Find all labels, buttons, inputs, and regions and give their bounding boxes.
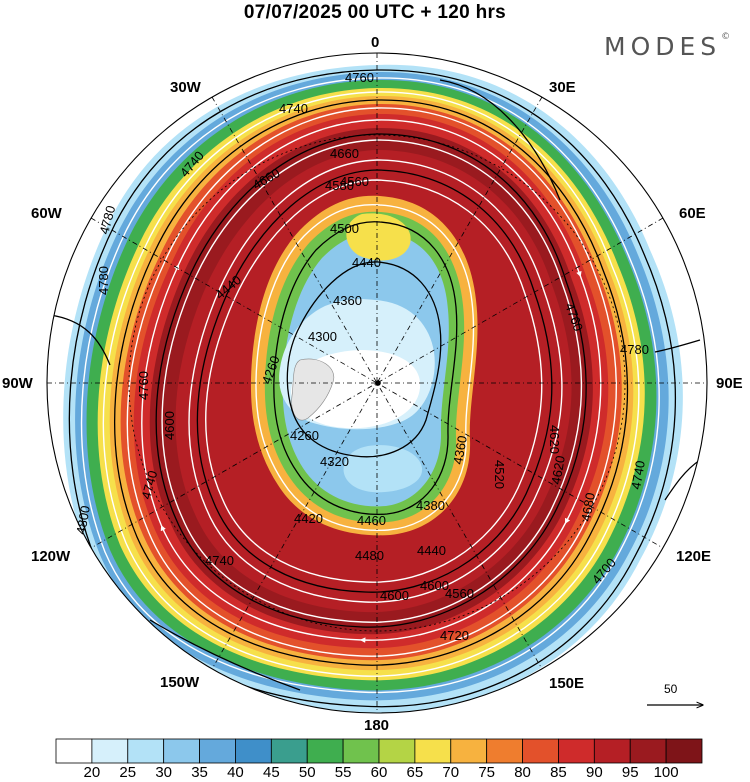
contour-label: 4680 (578, 491, 598, 522)
colorbar-swatch (414, 738, 452, 764)
colorbar-tick-label: 90 (585, 764, 603, 781)
colorbar-tick-label: 75 (478, 764, 495, 781)
contour-label: 4560 (445, 586, 474, 601)
contour-label: 4520 (492, 460, 507, 489)
contour-label: 4360 (333, 293, 362, 308)
colorbar-tick-label: 40 (227, 764, 244, 781)
contour-labels: 4760 4740 4780 4780 4760 4800 4740 4740 … (73, 70, 649, 643)
north-pole-marker (375, 380, 381, 386)
colorbar-swatch (91, 738, 129, 764)
colorbar-swatch (199, 738, 236, 764)
contour-label: 4320 (320, 454, 349, 469)
contour-label: 4600 (380, 588, 409, 603)
colorbar-swatch (558, 738, 595, 764)
colorbar-swatch (235, 738, 272, 764)
colorbar-tick-label: 55 (334, 764, 352, 781)
lon-label-120w: 120W (31, 548, 71, 565)
lon-label-90w: 90W (2, 375, 33, 392)
contour-label: 4560 (340, 174, 369, 189)
colorbar-swatch (306, 738, 344, 764)
contour-label: 4620 (547, 425, 562, 454)
colorbar-tick-label: 45 (262, 764, 280, 781)
colorbar-tick-label: 25 (119, 764, 137, 781)
contour-label: 4780 (96, 204, 118, 236)
latitude-circles (128, 134, 626, 632)
map-border (46, 52, 708, 714)
contour-label: 4620 (548, 454, 568, 485)
colorbar-tick-label: 20 (83, 764, 101, 781)
contour-label: 4740 (205, 553, 234, 568)
colorbar-swatch (378, 738, 416, 764)
brand-logo: MODES© (604, 32, 731, 61)
streamlines (80, 77, 660, 694)
contour-label: 4740 (628, 459, 648, 490)
colorbar-tick-label: 60 (370, 764, 388, 781)
lon-label-90e: 90E (716, 375, 743, 392)
height-contours (49, 69, 701, 708)
contour-label: 4600 (162, 411, 177, 440)
colorbar (55, 738, 703, 764)
colorbar-swatch (127, 738, 165, 764)
colorbar-tick-label: 85 (550, 764, 567, 781)
lon-label-60w: 60W (31, 205, 62, 222)
colorbar-tick-label: 80 (514, 764, 531, 781)
contour-label: 4580 (325, 178, 354, 193)
contour-label: 4380 (416, 498, 445, 513)
colorbar-tick-label: 50 (298, 764, 316, 781)
contour-label: 4760 (136, 371, 151, 400)
colorbar-swatch (486, 738, 523, 764)
colorbar-swatch (629, 738, 667, 764)
colorbar-swatch (593, 738, 631, 764)
scale-vector-label: 50 (664, 682, 678, 696)
map-title: 07/07/2025 00 UTC + 120 hrs (243, 2, 507, 23)
lon-label-60e: 60E (679, 205, 706, 222)
lon-label-150w: 150W (160, 674, 200, 691)
colorbar-tick-label: 95 (621, 764, 639, 781)
lon-label-150e: 150E (549, 675, 585, 692)
contour-label: 4660 (330, 146, 359, 161)
lon-label-0: 0 (371, 34, 380, 51)
colorbar-swatch (450, 738, 488, 764)
colorbar-swatch (55, 738, 93, 764)
colorbar-swatch (163, 738, 200, 764)
contour-label: 4800 (73, 504, 93, 535)
lon-label-120e: 120E (676, 548, 712, 565)
contour-label: 4500 (330, 221, 359, 236)
colorbar-swatch (270, 738, 308, 764)
contour-label: 4780 (96, 266, 111, 295)
contour-label: 4360 (450, 434, 470, 465)
contour-label: 4460 (357, 513, 386, 528)
colorbar-tick-label: 30 (155, 764, 172, 781)
contour-label: 4760 (345, 70, 374, 85)
colorbar-tick-label: 65 (406, 764, 424, 781)
colorbar-tick-label: 100 (653, 764, 679, 781)
contour-label: 4740 (138, 469, 160, 501)
lon-label-180: 180 (364, 717, 390, 734)
contour-label: 4600 (420, 578, 449, 593)
contour-label: 4740 (279, 101, 308, 116)
colorbar-swatch (342, 738, 380, 764)
contour-label: 4260 (290, 428, 319, 443)
contour-label: 4780 (620, 342, 649, 357)
contour-label: 4440 (417, 543, 446, 558)
colorbar-swatch (522, 738, 559, 764)
contour-label: 4300 (308, 329, 337, 344)
lon-label-30w: 30W (170, 79, 201, 96)
lon-label-30e: 30E (549, 79, 576, 96)
contour-label: 4720 (440, 628, 469, 643)
graticule (47, 53, 707, 713)
colorbar-tick-label: 70 (442, 764, 460, 781)
colorbar-swatch (665, 738, 703, 764)
contour-label: 4440 (352, 255, 381, 270)
colorbar-tick-label: 35 (191, 764, 208, 781)
contour-label: 4480 (355, 548, 384, 563)
contour-label: 4420 (294, 511, 323, 526)
